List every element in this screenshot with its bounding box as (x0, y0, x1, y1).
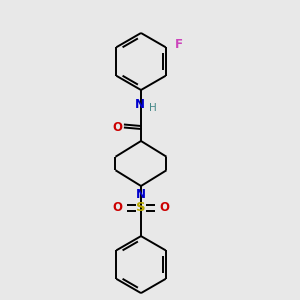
Text: O: O (112, 201, 123, 214)
Text: N: N (134, 98, 145, 112)
Text: O: O (112, 121, 122, 134)
Text: O: O (159, 201, 170, 214)
Text: H: H (149, 103, 157, 113)
Text: F: F (175, 38, 183, 51)
Text: S: S (136, 201, 146, 214)
Text: N: N (136, 188, 146, 200)
